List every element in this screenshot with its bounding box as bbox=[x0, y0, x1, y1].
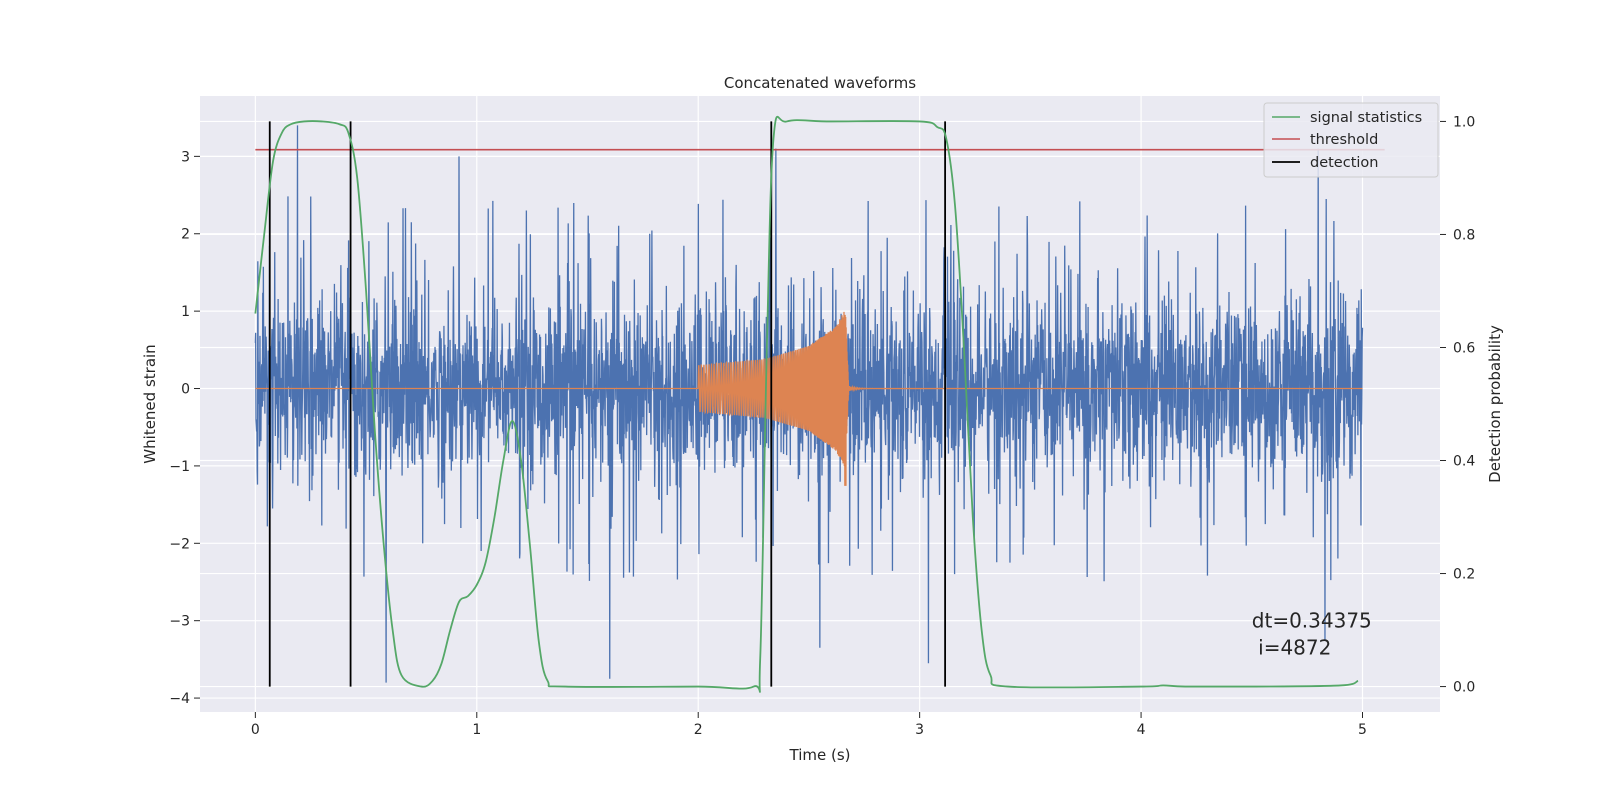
y-tick-label-left: 3 bbox=[181, 149, 190, 165]
y-tick-label-right: 0.0 bbox=[1453, 680, 1475, 696]
y-tick-label-left: −2 bbox=[169, 536, 190, 552]
y-tick-label-right: 0.8 bbox=[1453, 227, 1475, 243]
legend-box bbox=[1263, 102, 1439, 178]
y-axis-right: 0.0 0.2 0.4 0.6 0.8 1.0 bbox=[1440, 114, 1475, 696]
y-axis-label-right: Detection probability bbox=[1486, 325, 1504, 483]
y-tick-label-left: −3 bbox=[169, 614, 190, 630]
x-tick-label: 1 bbox=[472, 722, 481, 738]
legend-label-detection: detection bbox=[1310, 155, 1378, 171]
x-axis-label: Time (s) bbox=[789, 746, 851, 764]
y-tick-label-right: 0.6 bbox=[1453, 340, 1475, 356]
y-axis-left: −4 −3 −2 −1 0 1 2 3 bbox=[169, 149, 200, 707]
y-tick-label-left: −4 bbox=[169, 691, 190, 707]
y-tick-label-left: 0 bbox=[181, 382, 190, 398]
x-tick-label: 5 bbox=[1358, 722, 1367, 738]
legend: signal statistics threshold detection bbox=[1263, 102, 1439, 178]
y-tick-label-left: 1 bbox=[181, 304, 190, 320]
y-tick-label-right: 0.4 bbox=[1453, 454, 1475, 470]
x-axis: 0 1 2 3 4 5 bbox=[251, 712, 1367, 738]
annotation-line-1: dt=0.34375 bbox=[1252, 609, 1372, 633]
waveform-series-line bbox=[255, 311, 1363, 486]
series-layer bbox=[254, 115, 1385, 693]
signal-statistics-series-line bbox=[254, 115, 1359, 693]
y-tick-label-left: −1 bbox=[169, 459, 190, 475]
annotation-line-2: i=4872 bbox=[1252, 636, 1332, 660]
chart-title: Concatenated waveforms bbox=[724, 74, 916, 92]
y-tick-label-right: 0.2 bbox=[1453, 567, 1475, 583]
y-tick-label-left: 2 bbox=[181, 227, 190, 243]
x-tick-label: 2 bbox=[694, 722, 703, 738]
y-tick-label-right: 1.0 bbox=[1453, 114, 1475, 130]
y-axis-label-left: Whitened strain bbox=[141, 344, 159, 463]
x-tick-label: 0 bbox=[251, 722, 260, 738]
x-tick-label: 4 bbox=[1137, 722, 1146, 738]
annotation: dt=0.34375 i=4872 bbox=[1252, 609, 1372, 660]
x-tick-label: 3 bbox=[915, 722, 924, 738]
legend-label-signal-statistics: signal statistics bbox=[1310, 110, 1422, 126]
legend-label-threshold: threshold bbox=[1310, 132, 1378, 148]
